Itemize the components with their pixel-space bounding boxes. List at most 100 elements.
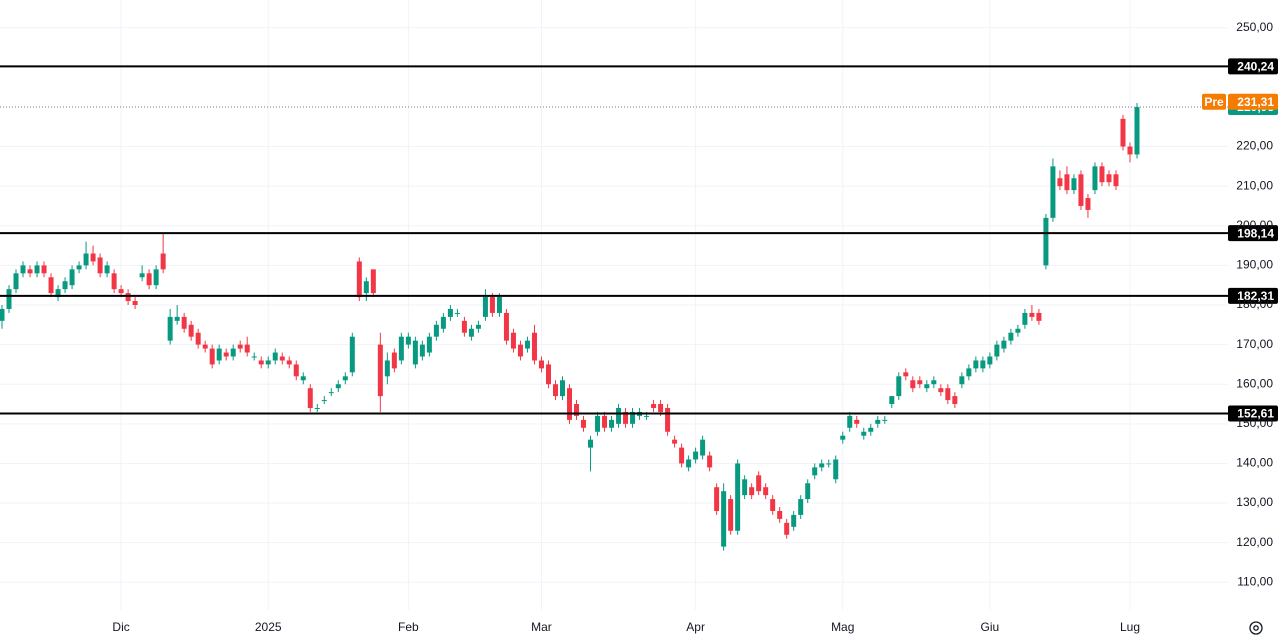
candle-body <box>1085 198 1091 210</box>
candle-body <box>931 380 937 385</box>
candle-body <box>216 348 222 361</box>
premarket-name: Pre <box>1204 95 1224 109</box>
candle-body <box>805 483 811 500</box>
candle-body <box>679 447 685 464</box>
candle-body <box>973 360 979 369</box>
candle-body <box>854 419 860 424</box>
candle-body <box>826 463 832 465</box>
candle-body <box>861 431 867 436</box>
candle-body <box>174 316 180 321</box>
candle-body <box>111 273 117 290</box>
candle-body <box>735 463 741 531</box>
candle-body <box>1036 312 1042 321</box>
candle-body <box>90 253 96 262</box>
y-tick-label: 110,00 <box>1237 574 1273 588</box>
candle-body <box>503 312 509 341</box>
candle-body <box>630 411 636 424</box>
y-tick-label: 120,00 <box>1236 535 1273 549</box>
candle-body <box>952 396 958 405</box>
x-tick-label: Dic <box>112 620 129 634</box>
candle-body <box>672 439 678 444</box>
candle-body <box>20 265 26 274</box>
y-tick-label: 200,00 <box>1236 218 1273 232</box>
candle-body <box>538 360 544 369</box>
candle-body <box>433 324 439 337</box>
candle-body <box>559 380 565 397</box>
x-tick-label: Feb <box>398 620 419 634</box>
candle-body <box>868 427 874 432</box>
candle-body <box>118 289 124 294</box>
candle-body <box>791 514 797 527</box>
candle-body <box>763 487 769 496</box>
y-tick-label: 150,00 <box>1236 416 1273 430</box>
candle-body <box>265 360 271 365</box>
candle-body <box>27 269 33 274</box>
candle-body <box>83 253 89 266</box>
candle-body <box>41 265 47 274</box>
candle-body <box>889 396 895 405</box>
candle-body <box>461 320 467 333</box>
candle-body <box>588 439 594 448</box>
candle-body <box>686 459 692 468</box>
candle-body <box>48 277 54 294</box>
candle-body <box>76 265 82 270</box>
candle-body <box>1064 174 1070 191</box>
candle-body <box>412 340 418 365</box>
candle-body <box>665 407 671 432</box>
candle-body <box>440 316 446 329</box>
candle-body <box>188 324 194 337</box>
candle-body <box>244 344 250 353</box>
candle-body <box>69 269 75 286</box>
candle-body <box>910 380 916 389</box>
candles <box>0 102 1140 551</box>
candle-body <box>1127 146 1133 155</box>
y-tick-label: 210,00 <box>1236 178 1273 192</box>
x-tick-label: Apr <box>686 620 705 634</box>
candle-body <box>980 360 986 369</box>
candle-body <box>181 316 187 329</box>
candle-body <box>1057 178 1063 187</box>
settings-icon[interactable] <box>1249 621 1263 635</box>
candle-body <box>749 487 755 496</box>
y-tick-label: 160,00 <box>1236 376 1273 390</box>
candle-body <box>945 388 951 401</box>
candle-body <box>1106 174 1112 183</box>
x-tick-label: 2025 <box>255 620 282 634</box>
candle-body <box>160 253 166 270</box>
candle-body <box>321 400 327 402</box>
candle-body <box>552 384 558 397</box>
candle-body <box>994 344 1000 357</box>
candle-body <box>644 415 650 417</box>
candle-body <box>300 376 306 381</box>
candle-body <box>426 336 432 353</box>
candle-body <box>405 336 411 345</box>
candle-body <box>545 364 551 385</box>
candle-body <box>798 499 804 515</box>
candle-body <box>468 328 474 337</box>
candle-body <box>966 368 972 377</box>
candle-body <box>693 451 699 460</box>
price-badge-label: 182,31 <box>1237 289 1274 303</box>
candle-body <box>840 435 846 440</box>
candle-body <box>195 332 201 345</box>
candle-body <box>1043 217 1049 266</box>
candle-body <box>0 308 5 321</box>
candle-body <box>1078 174 1084 206</box>
candle-body <box>489 297 495 313</box>
x-tick-label: Mar <box>531 620 552 634</box>
candle-body <box>609 419 615 428</box>
candle-body <box>1134 107 1140 155</box>
candle-body <box>714 487 720 511</box>
candle-body <box>125 293 131 302</box>
x-tick-label: Giu <box>981 620 1000 634</box>
candle-body <box>812 467 818 476</box>
candle-body <box>903 372 909 377</box>
candle-body <box>272 352 278 361</box>
candle-body <box>1120 118 1126 147</box>
candle-body <box>97 257 103 274</box>
candle-body <box>230 348 236 357</box>
candle-body <box>496 297 502 313</box>
candle-body <box>223 352 229 357</box>
premarket-tag <box>1202 93 1226 110</box>
candle-body <box>602 415 608 428</box>
